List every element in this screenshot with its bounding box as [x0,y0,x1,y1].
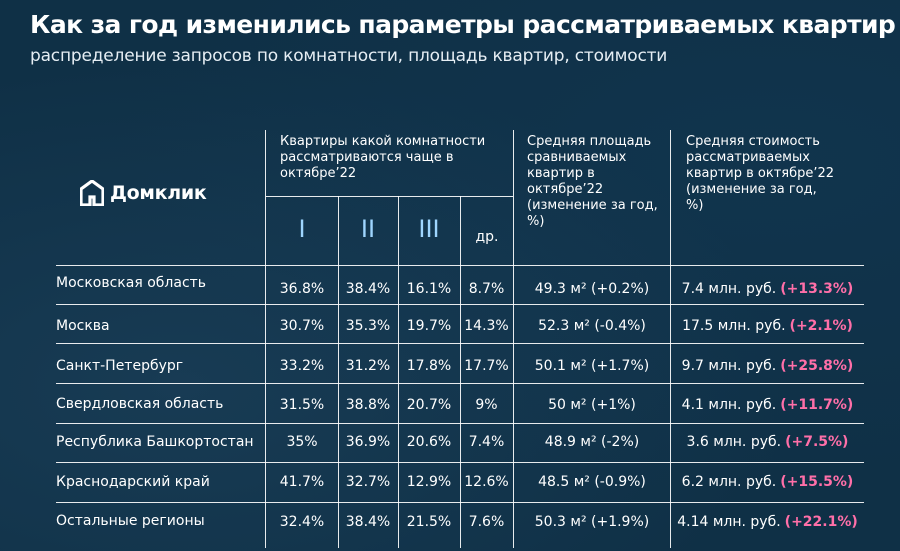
price-change: (+22.1%) [784,514,858,530]
header-price: Средняя стоимость рассматриваемых кварти… [686,134,835,213]
cell-room-3: 16.1% [406,281,452,297]
cell-room-2: 35.3% [345,318,391,334]
grid-divider [398,196,399,548]
grid-divider [56,462,864,463]
cell-price: 9.7 млн. руб. (+25.8%) [671,358,864,374]
grid-divider [670,130,671,548]
price-change: (+2.1%) [789,318,853,334]
cell-area: 50.3 м² (+1.9%) [534,514,650,530]
grid-divider [56,383,864,384]
cell-area: 49.3 м² (+0.2%) [534,281,650,297]
cell-price: 17.5 млн. руб. (+2.1%) [671,318,864,334]
price-change: (+25.8%) [780,358,854,374]
table-row-region: Краснодарский край [56,474,210,490]
room-col-1: I [298,215,306,243]
cell-room-other: 9% [475,397,498,413]
grid-divider [338,196,339,548]
grid-divider [265,130,266,548]
grid-divider [56,502,864,503]
price-change: (+11.7%) [780,397,854,413]
cell-room-other: 7.4% [468,434,505,450]
cell-room-2: 38.4% [345,514,391,530]
grid-divider [513,130,514,548]
cell-room-2: 38.8% [345,397,391,413]
cell-room-other: 12.6% [464,474,509,490]
cell-price: 4.1 млн. руб. (+11.7%) [671,397,864,413]
cell-room-1: 32.4% [279,514,325,530]
cell-room-2: 31.2% [345,358,391,374]
price-change: (+15.5%) [780,474,854,490]
price-value: 9.7 млн. руб. [681,358,777,374]
cell-room-3: 12.9% [406,474,452,490]
price-change: (+13.3%) [780,281,854,297]
cell-area: 50 м² (+1%) [548,397,636,413]
cell-price: 4.14 млн. руб. (+22.1%) [671,514,864,530]
grid-divider [460,196,461,548]
table-row-region: Санкт-Петербург [56,358,184,374]
cell-price: 6.2 млн. руб. (+15.5%) [671,474,864,490]
price-value: 3.6 млн. руб. [686,434,782,450]
table-row-region: Свердловская область [56,396,224,412]
cell-room-2: 32.7% [345,474,391,490]
page-title: Как за год изменились параметры рассматр… [30,10,896,39]
room-col-2: II [360,215,376,243]
grid-divider [56,265,864,266]
cell-room-3: 19.7% [406,318,452,334]
cell-area: 48.9 м² (-2%) [544,434,640,450]
cell-room-2: 38.4% [345,281,391,297]
cell-room-1: 33.2% [279,358,325,374]
cell-area: 52.3 м² (-0.4%) [538,318,646,334]
cell-room-other: 8.7% [468,281,505,297]
cell-room-other: 17.7% [464,358,509,374]
cell-area: 50.1 м² (+1.7%) [534,358,650,374]
price-value: 4.1 млн. руб. [681,397,777,413]
table-row-region: Республика Башкортостан [56,434,254,450]
house-logo-icon [80,180,104,206]
cell-price: 3.6 млн. руб. (+7.5%) [671,434,864,450]
cell-room-other: 14.3% [464,318,509,334]
domclick-logo: Домклик [80,180,207,206]
room-col-3: III [418,215,440,243]
header-rooms: Квартиры какой комнатности рассматривают… [280,134,486,181]
cell-room-1: 30.7% [279,318,325,334]
price-value: 17.5 млн. руб. [682,318,786,334]
page-subtitle: распределение запросов по комнатности, п… [30,46,668,66]
table-row-region: Москва [56,318,110,334]
cell-room-3: 20.6% [406,434,452,450]
price-value: 7.4 млн. руб. [681,281,777,297]
cell-room-1: 36.8% [279,281,325,297]
cell-price: 7.4 млн. руб. (+13.3%) [671,281,864,297]
room-col-other: др. [475,229,499,245]
cell-room-1: 31.5% [279,397,325,413]
cell-room-3: 20.7% [406,397,452,413]
table-row-region: Остальные регионы [56,513,205,529]
price-value: 6.2 млн. руб. [681,474,777,490]
cell-room-other: 7.6% [468,514,505,530]
cell-room-3: 17.8% [406,358,452,374]
price-value: 4.14 млн. руб. [677,514,781,530]
cell-room-3: 21.5% [406,514,452,530]
logo-text: Домклик [110,182,207,204]
cell-room-1: 35% [286,434,318,450]
grid-divider [266,196,513,197]
header-area: Средняя площадь сравниваемых квартир в о… [527,134,658,229]
grid-divider [56,304,864,305]
cell-area: 48.5 м² (-0.9%) [538,474,646,490]
price-change: (+7.5%) [785,434,849,450]
cell-room-1: 41.7% [279,474,325,490]
cell-room-2: 36.9% [345,434,391,450]
table-row-region: Московская область [56,275,207,291]
grid-divider [56,423,864,424]
grid-divider [56,343,864,344]
